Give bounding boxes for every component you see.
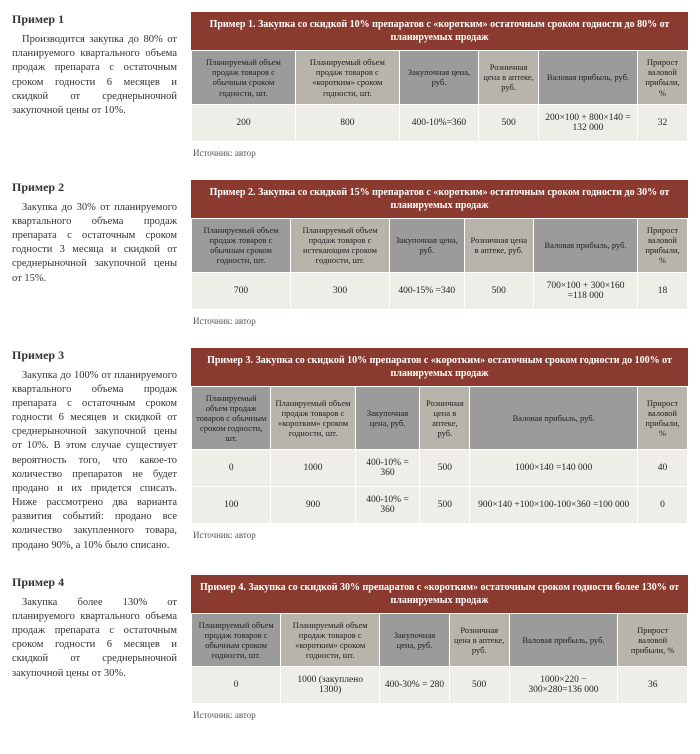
table-cell: 500 (420, 487, 469, 523)
table-cell: 200 (192, 105, 295, 141)
table-cell: 36 (618, 667, 687, 703)
example-title: Пример 3 (12, 348, 177, 363)
table-row: 200800400-10%=360500200×100 + 800×140 = … (192, 105, 687, 141)
table-row: 01000400-10% = 3605001000×140 =140 00040 (192, 450, 687, 486)
example-right: Пример 4. Закупка со скидкой 30% препара… (191, 575, 688, 721)
table-cell: 40 (638, 450, 687, 486)
table-header-cell: Валовая прибыль, руб. (539, 51, 637, 104)
table-header-cell: Закупочная цена, руб. (400, 51, 478, 104)
table-header-cell: Планируемый объем продаж товаров с обычн… (192, 614, 280, 667)
table-header-row: Планируемый объем продаж товаров с обычн… (192, 387, 687, 450)
table-row: 100900400-10% = 360500900×140 +100×100-1… (192, 487, 687, 523)
example-block: Пример 4 Закупка более 130% от планируемо… (12, 575, 688, 721)
table-cell: 400-15% =340 (390, 273, 464, 309)
table-header-cell: Планируемый объем продаж товаров с обычн… (192, 387, 270, 450)
table-cell: 18 (638, 273, 687, 309)
table-header-cell: Прирост валовой прибыли, % (638, 387, 687, 450)
table-source: Источник: автор (193, 316, 688, 326)
table-header-row: Планируемый объем продаж товаров с обычн… (192, 219, 687, 272)
example-block: Пример 2 Закупка до 30% от планируемого к… (12, 180, 688, 326)
table-header-cell: Планируемый объем продаж товаров с «коро… (296, 51, 399, 104)
data-table: Планируемый объем продаж товаров с обычн… (191, 386, 688, 525)
table-header-cell: Розничная цена в аптеке, руб. (420, 387, 469, 450)
table-cell: 500 (479, 105, 538, 141)
table-cell: 400-30% = 280 (380, 667, 449, 703)
data-table: Планируемый объем продаж товаров с обычн… (191, 218, 688, 310)
table-header-row: Планируемый объем продаж товаров с обычн… (192, 614, 687, 667)
table-cell: 200×100 + 800×140 = 132 000 (539, 105, 637, 141)
table-header-cell: Планируемый объем продаж товаров с обычн… (192, 51, 295, 104)
table-header-cell: Закупочная цена, руб. (356, 387, 420, 450)
table-header-cell: Валовая прибыль, руб. (470, 387, 637, 450)
table-cell: 32 (638, 105, 687, 141)
table-header-cell: Прирост валовой прибыли, % (618, 614, 687, 667)
table-cell: 300 (291, 273, 389, 309)
table-cell: 0 (638, 487, 687, 523)
example-title: Пример 2 (12, 180, 177, 195)
table-cell: 500 (450, 667, 509, 703)
example-description: Закупка до 30% от планируемого квартальн… (12, 201, 177, 286)
data-table: Планируемый объем продаж товаров с обычн… (191, 613, 688, 705)
table-header-cell: Планируемый объем продаж товаров с обычн… (192, 219, 290, 272)
table-cell: 700×100 + 300×160 =118 000 (534, 273, 637, 309)
table-cell: 1000 (271, 450, 354, 486)
example-title: Пример 4 (12, 575, 177, 590)
table-header-cell: Закупочная цена, руб. (380, 614, 449, 667)
example-left: Пример 4 Закупка более 130% от планируемо… (12, 575, 177, 681)
table-source: Источник: автор (193, 530, 688, 540)
example-left: Пример 1 Производится закупка до 80% от п… (12, 12, 177, 118)
table-cell: 0 (192, 667, 280, 703)
table-cell: 900×140 +100×100-100×360 =100 000 (470, 487, 637, 523)
table-cell: 100 (192, 487, 270, 523)
table-cell: 500 (465, 273, 534, 309)
table-header-cell: Закупочная цена, руб. (390, 219, 464, 272)
example-description: Производится закупка до 80% от планируем… (12, 33, 177, 118)
example-description: Закупка более 130% от планируемого кварт… (12, 596, 177, 681)
table-header-cell: Прирост валовой прибыли, % (638, 51, 687, 104)
example-block: Пример 3 Закупка до 100% от планируемого … (12, 348, 688, 553)
table-source: Источник: автор (193, 148, 688, 158)
table-cell: 1000×220 − 300×280=136 000 (510, 667, 618, 703)
table-row: 01000 (закуплено 1300)400-30% = 28050010… (192, 667, 687, 703)
table-header-cell: Планируемый объем продаж товаров с истек… (291, 219, 389, 272)
table-caption: Пример 4. Закупка со скидкой 30% препара… (191, 575, 688, 613)
table-cell: 400-10% = 360 (356, 487, 420, 523)
table-header-cell: Розничная цена в аптеке, руб. (450, 614, 509, 667)
example-title: Пример 1 (12, 12, 177, 27)
table-header-row: Планируемый объем продаж товаров с обычн… (192, 51, 687, 104)
table-caption: Пример 1. Закупка со скидкой 10% препара… (191, 12, 688, 50)
table-caption: Пример 3. Закупка со скидкой 10% препара… (191, 348, 688, 386)
table-cell: 400-10% = 360 (356, 450, 420, 486)
table-cell: 400-10%=360 (400, 105, 478, 141)
table-cell: 800 (296, 105, 399, 141)
table-caption: Пример 2. Закупка со скидкой 15% препара… (191, 180, 688, 218)
table-cell: 0 (192, 450, 270, 486)
example-right: Пример 3. Закупка со скидкой 10% препара… (191, 348, 688, 541)
table-header-cell: Валовая прибыль, руб. (510, 614, 618, 667)
table-row: 700300400-15% =340500700×100 + 300×160 =… (192, 273, 687, 309)
example-right: Пример 1. Закупка со скидкой 10% препара… (191, 12, 688, 158)
table-cell: 700 (192, 273, 290, 309)
table-source: Источник: автор (193, 710, 688, 720)
table-header-cell: Планируемый объем продаж товаров с «коро… (281, 614, 379, 667)
table-header-cell: Розничная цена в аптеке, руб. (479, 51, 538, 104)
table-cell: 500 (420, 450, 469, 486)
example-description: Закупка до 100% от планируемого кварталь… (12, 369, 177, 553)
table-header-cell: Планируемый объем продаж товаров с «коро… (271, 387, 354, 450)
example-left: Пример 2 Закупка до 30% от планируемого к… (12, 180, 177, 286)
example-right: Пример 2. Закупка со скидкой 15% препара… (191, 180, 688, 326)
table-header-cell: Валовая прибыль, руб. (534, 219, 637, 272)
table-cell: 900 (271, 487, 354, 523)
example-block: Пример 1 Производится закупка до 80% от п… (12, 12, 688, 158)
table-cell: 1000 (закуплено 1300) (281, 667, 379, 703)
example-left: Пример 3 Закупка до 100% от планируемого … (12, 348, 177, 553)
table-header-cell: Розничная цена в аптеке, руб. (465, 219, 534, 272)
data-table: Планируемый объем продаж товаров с обычн… (191, 50, 688, 142)
table-header-cell: Прирост валовой прибыли, % (638, 219, 687, 272)
table-cell: 1000×140 =140 000 (470, 450, 637, 486)
